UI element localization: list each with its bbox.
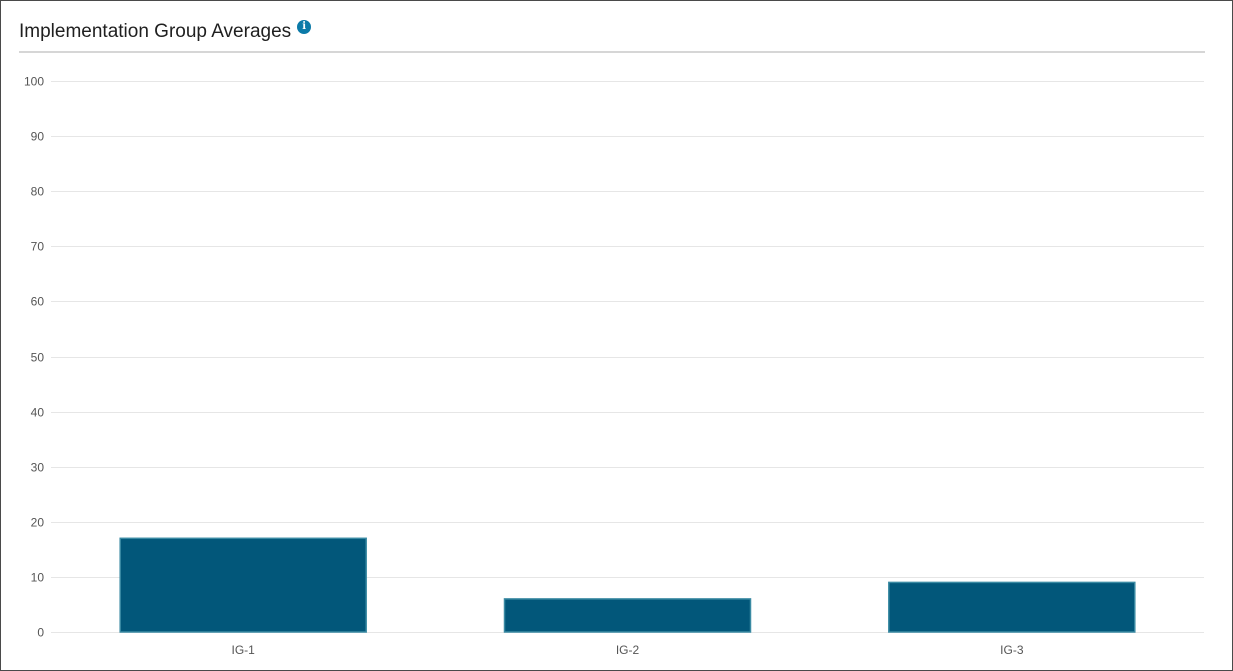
- y-tick-label: 70: [31, 240, 45, 254]
- y-tick-label: 80: [31, 185, 45, 199]
- x-tick-label: IG-2: [616, 643, 640, 657]
- x-tick-label: IG-3: [1000, 643, 1024, 657]
- y-tick-label: 50: [31, 351, 45, 365]
- y-tick-label: 40: [31, 406, 45, 420]
- info-icon[interactable]: i: [297, 20, 312, 34]
- y-tick-label: 30: [31, 461, 45, 475]
- y-tick-label: 0: [37, 626, 44, 640]
- chart-title: Implementation Group Averages: [19, 21, 292, 42]
- y-tick-label: 90: [31, 130, 45, 144]
- bar-ig-2[interactable]: [503, 598, 752, 633]
- chart-header: Implementation Group Averages i: [19, 17, 312, 47]
- y-tick-label: 100: [24, 75, 44, 89]
- bar-ig-3[interactable]: [888, 581, 1136, 633]
- header-divider: [19, 51, 1205, 53]
- x-tick-label: IG-1: [231, 643, 255, 657]
- y-tick-label: 20: [31, 516, 45, 530]
- bar-ig-1[interactable]: [119, 537, 367, 633]
- y-tick-label: 60: [31, 295, 45, 309]
- y-tick-label: 10: [31, 571, 45, 585]
